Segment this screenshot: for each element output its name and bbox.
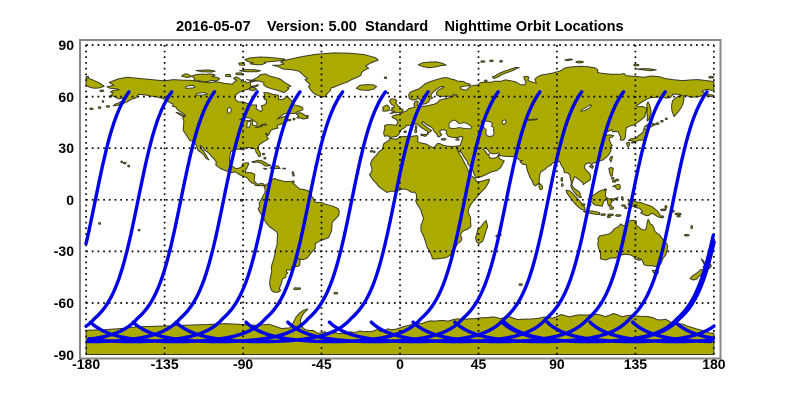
svg-text:-45: -45	[311, 356, 331, 372]
svg-text:135: 135	[624, 356, 648, 372]
svg-text:-30: -30	[54, 243, 74, 259]
svg-text:-90: -90	[233, 356, 253, 372]
svg-text:2016-05-07 Version: 5.00 S: 2016-05-07 Version: 5.00 Standard Nightt…	[176, 19, 624, 35]
svg-text:45: 45	[471, 356, 487, 372]
svg-text:-180: -180	[72, 356, 100, 372]
svg-text:30: 30	[58, 140, 74, 156]
svg-text:90: 90	[549, 356, 565, 372]
svg-text:180: 180	[702, 356, 726, 372]
svg-text:0: 0	[66, 192, 74, 208]
svg-text:-90: -90	[54, 347, 74, 363]
svg-text:0: 0	[396, 356, 404, 372]
svg-text:60: 60	[58, 89, 74, 105]
svg-text:-135: -135	[151, 356, 179, 372]
svg-text:90: 90	[58, 37, 74, 53]
svg-text:-60: -60	[54, 295, 74, 311]
